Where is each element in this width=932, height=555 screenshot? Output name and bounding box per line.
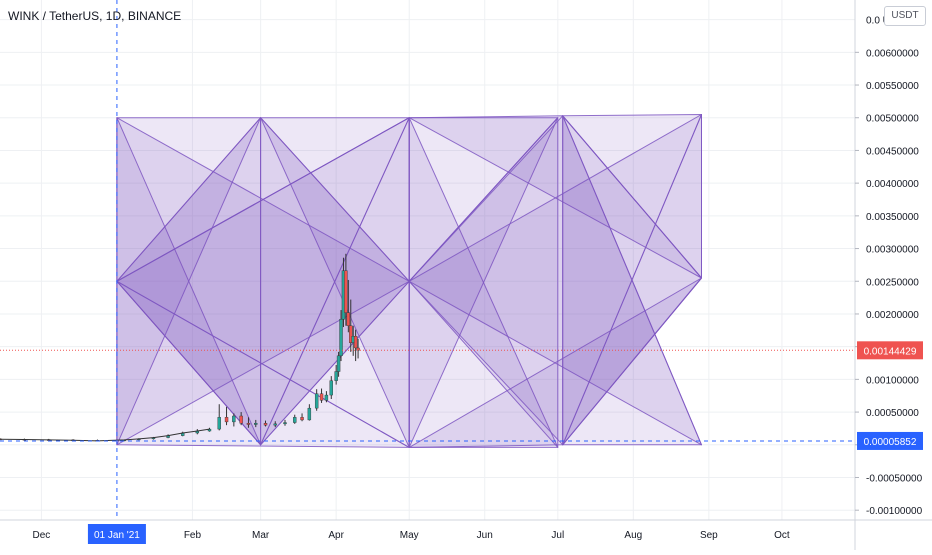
price-tick-label: 0.00200000 xyxy=(866,310,919,321)
candle-body xyxy=(246,422,251,425)
candle-body xyxy=(346,312,351,326)
candle[interactable] xyxy=(283,419,287,426)
last-price-badge xyxy=(857,341,923,360)
symbol-title: WINK / TetherUS, 1D, BINANCE xyxy=(8,9,182,23)
candle[interactable] xyxy=(232,413,236,427)
time-tick-label: Apr xyxy=(328,530,344,541)
pattern-drawing[interactable] xyxy=(116,114,702,448)
candle[interactable] xyxy=(273,421,277,428)
candle-body xyxy=(344,270,348,313)
candle-body xyxy=(239,415,243,424)
candle-body xyxy=(273,423,277,426)
price-tick-label: 0.00100000 xyxy=(866,375,919,386)
candle[interactable] xyxy=(246,417,251,428)
candle-body xyxy=(232,415,236,423)
candle[interactable] xyxy=(263,420,268,427)
candle[interactable] xyxy=(344,253,348,326)
candle[interactable] xyxy=(329,376,333,399)
price-badges: 0.00144429 0.00005852 01 Jan '21 xyxy=(87,341,923,544)
price-tick-label: 0.00050000 xyxy=(866,408,919,419)
last-price-label: 0.00144429 xyxy=(864,346,917,357)
candle[interactable] xyxy=(224,406,229,426)
candle[interactable] xyxy=(319,388,324,403)
candle[interactable] xyxy=(254,419,258,428)
price-tick-label: 0.00500000 xyxy=(866,114,919,125)
crosshair-date-badge xyxy=(87,524,146,544)
candle-body xyxy=(349,325,353,343)
candle-body xyxy=(336,355,341,372)
price-history-line xyxy=(0,428,210,442)
price-tick-label: -0.00100000 xyxy=(866,506,923,517)
candle[interactable] xyxy=(349,299,353,352)
pattern-triangle[interactable] xyxy=(408,117,559,448)
time-tick-label: Dec xyxy=(33,530,51,541)
candle[interactable] xyxy=(324,391,329,403)
candle-body xyxy=(319,393,324,401)
candle[interactable] xyxy=(300,413,304,422)
price-tick-label: 0.00550000 xyxy=(866,81,919,92)
candle-body xyxy=(293,417,297,423)
candle-body xyxy=(283,422,287,425)
candle[interactable] xyxy=(336,351,341,377)
candle-body xyxy=(353,336,358,349)
pattern-triangle[interactable] xyxy=(408,114,702,446)
candle-body xyxy=(339,318,343,357)
candle[interactable] xyxy=(293,414,297,424)
candle-body xyxy=(217,417,221,430)
candle-body xyxy=(263,422,268,426)
candles[interactable] xyxy=(0,253,360,442)
price-lines xyxy=(0,0,855,520)
time-tick-label: Jul xyxy=(551,530,564,541)
candle[interactable] xyxy=(356,338,360,359)
price-tick-label: 0.00600000 xyxy=(866,48,919,59)
candle-body xyxy=(356,347,360,351)
candle-body xyxy=(307,407,312,421)
candle-body xyxy=(300,417,304,421)
candle-body xyxy=(324,394,329,401)
candle[interactable] xyxy=(314,389,319,411)
candle[interactable] xyxy=(307,404,312,421)
crosshair-price-label: 0.00005852 xyxy=(864,437,917,448)
candle[interactable] xyxy=(334,364,338,385)
price-tick-label: 0.00250000 xyxy=(866,277,919,288)
currency-unit-button[interactable]: USDT xyxy=(884,6,926,26)
price-tick-label: -0.00050000 xyxy=(866,473,923,484)
candle[interactable] xyxy=(353,329,358,362)
crosshair-price-badge xyxy=(857,431,923,450)
time-axis[interactable]: Dec Feb Mar Apr May Jun Jul Aug Sep Oct xyxy=(33,530,790,541)
candle-body xyxy=(329,380,333,396)
time-tick-label: Oct xyxy=(774,530,790,541)
time-tick-label: Feb xyxy=(184,530,202,541)
candle-body xyxy=(314,393,319,409)
time-tick-label: Jun xyxy=(477,530,493,541)
price-tick-label: 0.00400000 xyxy=(866,179,919,190)
grid xyxy=(0,0,855,520)
time-tick-label: Aug xyxy=(624,530,642,541)
price-tick-label: 0.00350000 xyxy=(866,212,919,223)
time-tick-label: May xyxy=(400,530,419,541)
candle[interactable] xyxy=(239,412,243,426)
candle[interactable] xyxy=(217,404,221,431)
time-tick-label: Mar xyxy=(252,530,270,541)
crosshair-date-label: 01 Jan '21 xyxy=(94,530,140,541)
candle-body xyxy=(254,422,258,425)
time-tick-label: Sep xyxy=(700,530,718,541)
price-tick-label: 0.00300000 xyxy=(866,245,919,256)
candle-body xyxy=(334,371,338,381)
candle[interactable] xyxy=(339,310,343,362)
candle[interactable] xyxy=(346,279,351,333)
price-tick-label: 0.00450000 xyxy=(866,146,919,157)
candle-body xyxy=(224,417,229,423)
